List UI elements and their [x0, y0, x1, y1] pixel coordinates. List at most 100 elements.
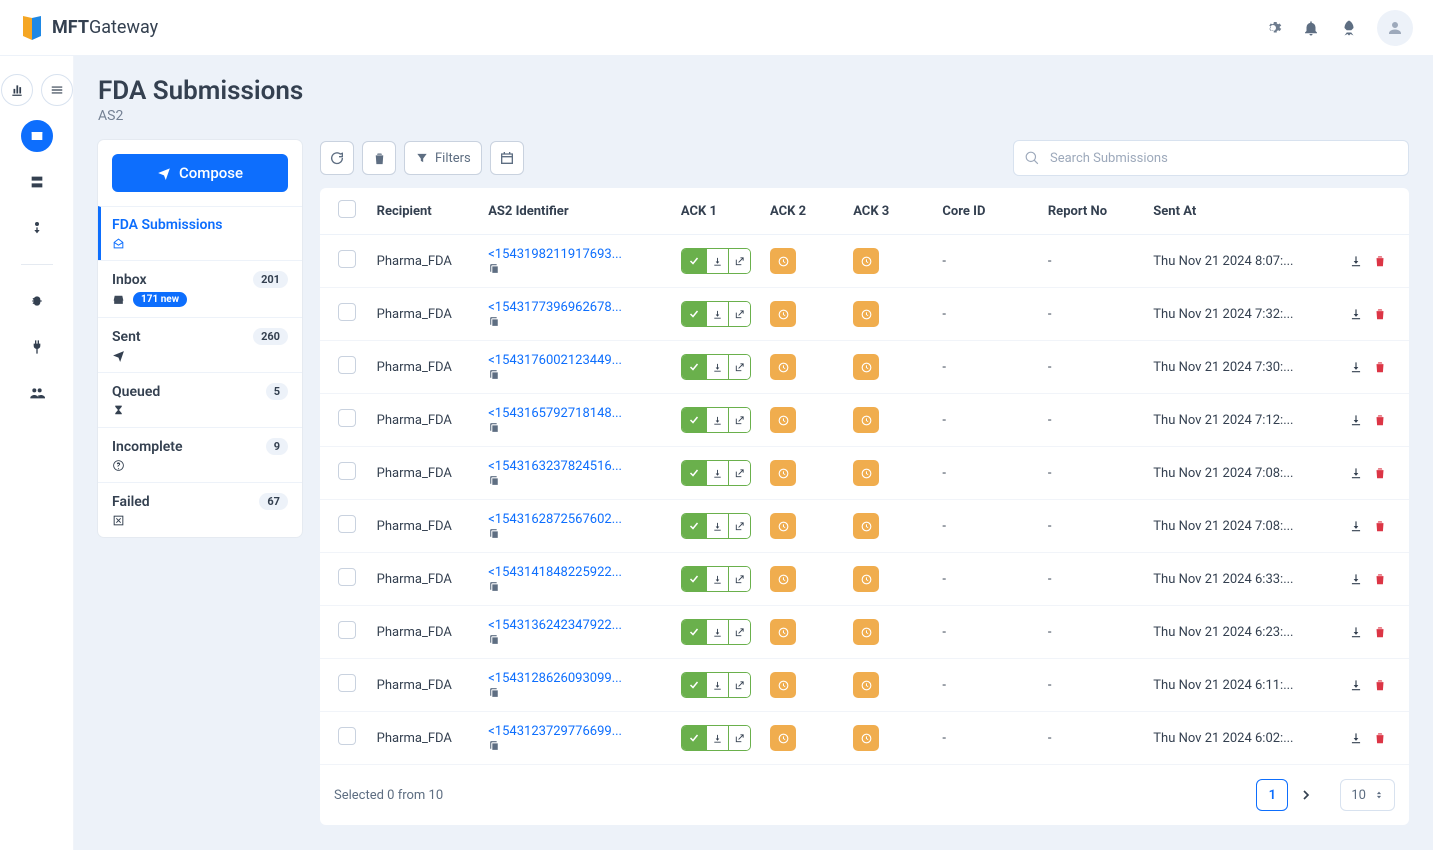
row-delete-icon[interactable]: [1373, 625, 1387, 639]
as2id-link[interactable]: <1543136242347922...: [488, 618, 622, 633]
ack2-pending-icon[interactable]: [770, 354, 796, 380]
copy-icon[interactable]: [488, 315, 665, 328]
copy-icon[interactable]: [488, 421, 665, 434]
whatsnew-icon[interactable]: [1339, 18, 1359, 38]
table-row[interactable]: Pharma_FDA <1543123729776699... - - Thu …: [320, 712, 1409, 765]
row-checkbox[interactable]: [338, 515, 356, 533]
row-download-icon[interactable]: [1349, 519, 1363, 533]
page-size-select[interactable]: 10: [1340, 779, 1395, 811]
col-sentat[interactable]: Sent At: [1145, 188, 1338, 235]
as2id-link[interactable]: <1543128626093099...: [488, 671, 622, 686]
ack1-status[interactable]: [681, 619, 751, 645]
ack3-pending-icon[interactable]: [853, 407, 879, 433]
compose-button[interactable]: Compose: [112, 154, 288, 192]
ack3-pending-icon[interactable]: [853, 301, 879, 327]
ack3-pending-icon[interactable]: [853, 248, 879, 274]
ack2-pending-icon[interactable]: [770, 248, 796, 274]
col-recipient[interactable]: Recipient: [369, 188, 481, 235]
rail-debug-icon[interactable]: [21, 285, 53, 317]
ack2-pending-icon[interactable]: [770, 619, 796, 645]
row-checkbox[interactable]: [338, 727, 356, 745]
filters-button[interactable]: Filters: [404, 141, 482, 175]
row-download-icon[interactable]: [1349, 254, 1363, 268]
row-delete-icon[interactable]: [1373, 254, 1387, 268]
as2id-link[interactable]: <1543177396962678...: [488, 300, 622, 315]
row-delete-icon[interactable]: [1373, 307, 1387, 321]
table-row[interactable]: Pharma_FDA <1543141848225922... - - Thu …: [320, 553, 1409, 606]
ack2-pending-icon[interactable]: [770, 513, 796, 539]
row-download-icon[interactable]: [1349, 731, 1363, 745]
as2id-link[interactable]: <1543163237824516...: [488, 459, 622, 474]
col-reportno[interactable]: Report No: [1040, 188, 1145, 235]
ack1-status[interactable]: [681, 725, 751, 751]
row-download-icon[interactable]: [1349, 572, 1363, 586]
ack2-pending-icon[interactable]: [770, 407, 796, 433]
rail-messages-icon[interactable]: [21, 120, 53, 152]
row-download-icon[interactable]: [1349, 625, 1363, 639]
ack1-status[interactable]: [681, 407, 751, 433]
select-all-checkbox[interactable]: [338, 200, 356, 218]
row-checkbox[interactable]: [338, 621, 356, 639]
ack1-status[interactable]: [681, 354, 751, 380]
col-ack3[interactable]: ACK 3: [845, 188, 934, 235]
col-as2id[interactable]: AS2 Identifier: [480, 188, 673, 235]
date-button[interactable]: [490, 141, 524, 175]
row-delete-icon[interactable]: [1373, 413, 1387, 427]
ack3-pending-icon[interactable]: [853, 354, 879, 380]
table-row[interactable]: Pharma_FDA <1543177396962678... - - Thu …: [320, 288, 1409, 341]
copy-icon[interactable]: [488, 633, 665, 646]
ack3-pending-icon[interactable]: [853, 725, 879, 751]
folder-sent[interactable]: Sent260: [98, 317, 302, 372]
copy-icon[interactable]: [488, 527, 665, 540]
ack3-pending-icon[interactable]: [853, 672, 879, 698]
notifications-icon[interactable]: [1301, 18, 1321, 38]
folder-failed[interactable]: Failed67: [98, 482, 302, 537]
rail-dashboard-icon[interactable]: [1, 74, 33, 106]
row-delete-icon[interactable]: [1373, 519, 1387, 533]
ack3-pending-icon[interactable]: [853, 513, 879, 539]
table-row[interactable]: Pharma_FDA <1543128626093099... - - Thu …: [320, 659, 1409, 712]
row-delete-icon[interactable]: [1373, 731, 1387, 745]
refresh-button[interactable]: [320, 141, 354, 175]
copy-icon[interactable]: [488, 474, 665, 487]
row-delete-icon[interactable]: [1373, 678, 1387, 692]
row-delete-icon[interactable]: [1373, 572, 1387, 586]
row-checkbox[interactable]: [338, 462, 356, 480]
row-delete-icon[interactable]: [1373, 360, 1387, 374]
row-checkbox[interactable]: [338, 303, 356, 321]
settings-icon[interactable]: [1263, 18, 1283, 38]
row-delete-icon[interactable]: [1373, 466, 1387, 480]
ack3-pending-icon[interactable]: [853, 619, 879, 645]
folder-inbox[interactable]: Inbox201 171 new: [98, 260, 302, 317]
table-row[interactable]: Pharma_FDA <1543162872567602... - - Thu …: [320, 500, 1409, 553]
rail-users-icon[interactable]: [21, 377, 53, 409]
copy-icon[interactable]: [488, 368, 665, 381]
table-row[interactable]: Pharma_FDA <1543198211917693... - - Thu …: [320, 235, 1409, 288]
copy-icon[interactable]: [488, 739, 665, 752]
rail-downloads-icon[interactable]: [21, 212, 53, 244]
row-download-icon[interactable]: [1349, 678, 1363, 692]
folder-queued[interactable]: Queued5: [98, 372, 302, 427]
table-row[interactable]: Pharma_FDA <1543176002123449... - - Thu …: [320, 341, 1409, 394]
rail-servers-icon[interactable]: [21, 166, 53, 198]
table-row[interactable]: Pharma_FDA <1543165792718148... - - Thu …: [320, 394, 1409, 447]
copy-icon[interactable]: [488, 686, 665, 699]
copy-icon[interactable]: [488, 262, 665, 275]
delete-button[interactable]: [362, 141, 396, 175]
page-number[interactable]: 1: [1256, 779, 1288, 811]
folder-incomplete[interactable]: Incomplete9: [98, 427, 302, 482]
ack1-status[interactable]: [681, 460, 751, 486]
as2id-link[interactable]: <1543165792718148...: [488, 406, 622, 421]
row-download-icon[interactable]: [1349, 466, 1363, 480]
logo[interactable]: MFTGateway: [20, 14, 158, 42]
row-download-icon[interactable]: [1349, 360, 1363, 374]
ack2-pending-icon[interactable]: [770, 566, 796, 592]
ack2-pending-icon[interactable]: [770, 725, 796, 751]
col-coreid[interactable]: Core ID: [934, 188, 1039, 235]
as2id-link[interactable]: <1543141848225922...: [488, 565, 622, 580]
search-input[interactable]: [1013, 140, 1409, 176]
col-ack1[interactable]: ACK 1: [673, 188, 762, 235]
row-checkbox[interactable]: [338, 356, 356, 374]
rail-menu-toggle-icon[interactable]: [41, 74, 73, 106]
row-checkbox[interactable]: [338, 250, 356, 268]
